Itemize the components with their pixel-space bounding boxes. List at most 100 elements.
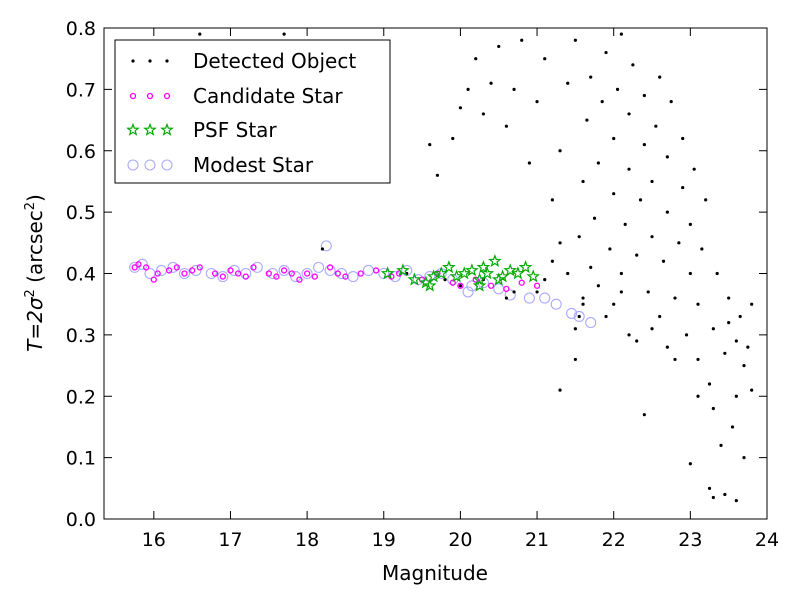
psf-star-point xyxy=(476,260,491,274)
x-axis-label: Magnitude xyxy=(382,561,488,585)
detected-object-point xyxy=(665,210,669,214)
detected-object-point xyxy=(738,314,742,319)
detected-object-point xyxy=(596,284,600,288)
detected-object-point xyxy=(573,327,577,331)
detected-object-point xyxy=(592,216,597,220)
candidate-star-point xyxy=(166,267,173,274)
detected-object-point xyxy=(619,290,623,294)
candidate-star-point xyxy=(357,270,364,277)
y-axis-label-symbol: T xyxy=(23,338,47,352)
detected-object-point xyxy=(512,87,516,91)
modest-star-point xyxy=(190,264,202,276)
detected-object-point xyxy=(320,247,325,251)
psf-star-point xyxy=(465,263,479,277)
modest-star-point xyxy=(205,267,217,280)
psf-star-point xyxy=(380,266,395,280)
detected-object-point xyxy=(707,486,712,490)
psf-star-point xyxy=(503,263,518,277)
detected-object-point xyxy=(711,495,715,500)
detected-object-point xyxy=(489,81,493,85)
candidate-star-point xyxy=(296,276,303,283)
detected-object-point xyxy=(612,302,616,306)
detected-object-point xyxy=(723,492,727,497)
detected-object-point xyxy=(596,161,600,165)
psf-star-point xyxy=(407,272,422,286)
detected-object-point xyxy=(428,143,432,147)
y-tick-label: 0.7 xyxy=(66,79,96,101)
candidate-star-point xyxy=(342,273,349,280)
candidate-star-point xyxy=(372,267,380,274)
data-marks xyxy=(129,32,754,503)
y-tick-label: 0.3 xyxy=(66,325,96,347)
legend-swatch-candidate-star-3 xyxy=(163,92,171,100)
detected-object-point xyxy=(619,32,623,36)
candidate-star-point xyxy=(227,267,234,274)
detected-object-point xyxy=(604,314,608,319)
detected-object-point xyxy=(627,333,631,337)
detected-object-point xyxy=(650,327,654,331)
modest-star-point xyxy=(320,240,332,252)
y-axis-label-sup-b: 2 xyxy=(23,202,38,210)
detected-object-point xyxy=(481,112,486,116)
detected-object-point xyxy=(650,179,654,184)
detected-object-point xyxy=(692,167,696,171)
detected-object-point xyxy=(742,363,746,368)
psf-star-point xyxy=(488,254,502,268)
detected-object-point xyxy=(577,235,581,239)
modest-star-point xyxy=(573,310,585,323)
y-tick-label: 0.5 xyxy=(66,202,96,224)
candidate-star-point xyxy=(273,273,280,280)
detected-object-point xyxy=(727,296,731,300)
detected-object-point xyxy=(742,456,746,460)
y-tick-label: 0.1 xyxy=(66,448,96,470)
x-tick-label: 17 xyxy=(218,529,242,551)
x-tick-label: 16 xyxy=(142,529,166,551)
psf-star-point xyxy=(457,266,472,280)
modest-star-point xyxy=(290,271,302,283)
candidate-star-point xyxy=(131,264,138,271)
detected-object-point xyxy=(627,112,631,116)
detected-object-point xyxy=(696,394,700,398)
modest-star-point xyxy=(550,298,562,310)
psf-star-point xyxy=(480,266,495,280)
detected-object-point xyxy=(650,235,654,239)
detected-object-point xyxy=(612,192,616,196)
legend-item-detected-object: Detected Object xyxy=(131,49,356,73)
detected-object-point xyxy=(608,247,612,251)
modest-star-point xyxy=(565,307,578,319)
detected-object-point xyxy=(527,161,531,165)
detected-object-point xyxy=(696,357,700,362)
detected-object-point xyxy=(734,394,738,398)
legend-swatch-psf-star xyxy=(143,122,157,136)
y-tick-label: 0.4 xyxy=(66,264,96,286)
candidate-star-point xyxy=(234,270,242,277)
legend-swatch-psf-star xyxy=(160,122,174,136)
detected-object-point xyxy=(673,357,677,362)
detected-object-point xyxy=(665,155,669,159)
candidate-star-point xyxy=(303,270,311,277)
candidate-star-point xyxy=(334,270,341,277)
x-tick-label: 24 xyxy=(755,529,779,551)
psf-star-point xyxy=(518,260,533,274)
detected-object-point xyxy=(589,75,593,79)
legend-swatch-modest-star-1 xyxy=(127,159,139,171)
y-tick-label: 0.8 xyxy=(66,18,96,40)
detected-object-point xyxy=(543,278,547,282)
detected-object-point xyxy=(677,241,681,245)
candidate-star-point xyxy=(280,267,288,274)
modest-star-point xyxy=(585,317,597,329)
candidate-star-point xyxy=(154,270,161,277)
detected-object-point xyxy=(198,32,202,36)
detected-object-point xyxy=(658,75,662,79)
candidate-star-point xyxy=(457,282,464,289)
legend-label-modest-star: Modest Star xyxy=(193,153,314,177)
candidate-star-point xyxy=(472,276,479,283)
legend-label-psf-star: PSF Star xyxy=(193,118,277,142)
psf-star-point xyxy=(526,269,541,283)
y-tick-label: 0.2 xyxy=(66,386,96,408)
x-tick-label: 22 xyxy=(602,529,626,551)
detected-object-point xyxy=(615,87,620,91)
candidate-star-point xyxy=(288,270,295,277)
detected-object-point xyxy=(585,118,589,122)
